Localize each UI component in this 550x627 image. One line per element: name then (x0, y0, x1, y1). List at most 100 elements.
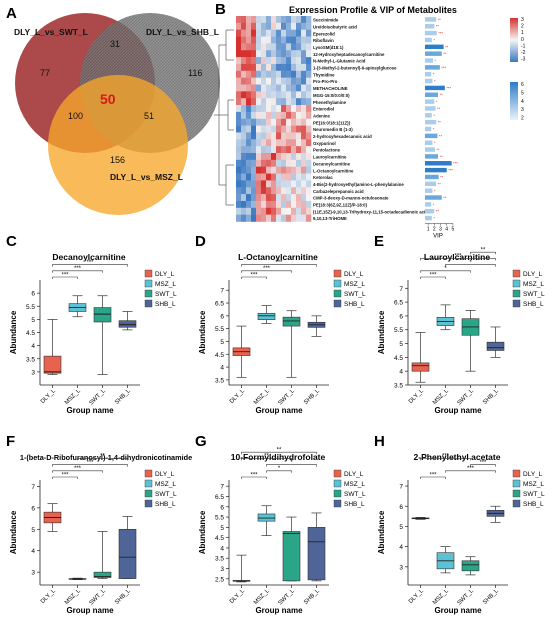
heatmap-cell (236, 132, 242, 140)
vip-significance: ** (436, 209, 440, 214)
heatmap-cell (306, 139, 312, 147)
heatmap-cell (266, 98, 272, 106)
heatmap-cell (276, 43, 282, 51)
y-tick-label: 6.5 (215, 494, 224, 501)
heatmap-cell (271, 153, 277, 161)
significance-bracket (420, 476, 446, 479)
heatmap-cell (276, 125, 282, 133)
heatmap-cell (236, 146, 242, 154)
heatmap-cell (306, 146, 312, 154)
heatmap-cell (281, 153, 287, 161)
y-tick-label: 2.5 (215, 576, 224, 583)
x-tick-label: SHB_L (114, 588, 132, 606)
heatmap-cell (261, 36, 267, 44)
y-tick-label: 5.5 (394, 327, 403, 334)
metabolite-label: Neuromedin B (1-3) (313, 127, 353, 132)
significance-bracket (241, 276, 267, 279)
heatmap-cell (241, 132, 247, 140)
y-tick-label: 6.5 (215, 301, 224, 308)
vip-bar (425, 106, 436, 111)
heatmap-cell (256, 146, 262, 154)
heatmap-cell (291, 200, 297, 209)
legend-label: SWT_L (155, 491, 177, 498)
heatmap-cell (276, 111, 282, 120)
heatmap-cell (241, 153, 247, 161)
metabolite-label: Pentolactone (313, 148, 341, 153)
heatmap-cell (306, 153, 312, 161)
heatmap-cell (266, 125, 272, 133)
heatmap-cell (301, 139, 307, 147)
panel-letter-f: F (6, 433, 15, 450)
heatmap-cell (261, 166, 267, 174)
heatmap-cell (251, 194, 257, 202)
heatmap-cell (306, 214, 312, 222)
heatmap-cell (276, 84, 282, 92)
heatmap-cell (301, 77, 307, 85)
heatmap-cell (271, 194, 277, 202)
vip-significance: *** (453, 161, 458, 166)
heatmap-cell (306, 63, 312, 72)
heatmap-cell (291, 153, 297, 161)
significance-label: *** (429, 272, 437, 278)
heatmap-cell (256, 125, 262, 133)
heatmap-cell (301, 57, 307, 65)
legend-label: SHB_L (523, 501, 544, 508)
heatmap-cell (276, 173, 282, 181)
heatmap-cell (281, 132, 287, 140)
heatmap-cell (301, 111, 307, 120)
box-plot-e: E Lauroylcarnitine 3.5 4 4.5 5 5.5 6 6.5 7 Abundan… (374, 233, 545, 415)
heatmap-color-scale (510, 18, 518, 62)
y-tick-label: 6 (220, 313, 224, 320)
vip-bar (425, 147, 435, 152)
significance-label: ** (100, 454, 105, 460)
heatmap-cell (246, 159, 252, 167)
significance-bracket (445, 264, 496, 267)
heatmap-cell (261, 159, 267, 167)
heatmap-cell (241, 63, 247, 72)
heatmap-cell (256, 70, 262, 78)
heatmap-cell (276, 16, 282, 24)
heatmap-cell (266, 146, 272, 154)
y-tick-label: 4 (31, 343, 35, 350)
heatmap-cell (281, 43, 287, 51)
legend-label: DLY_L (155, 271, 175, 278)
heatmap-cell (266, 180, 272, 188)
heatmap-cell (281, 29, 287, 37)
metabolite-label: 12-Hydroxyheptadecanoylcarnitine (313, 52, 385, 57)
heatmap-cell (301, 166, 307, 174)
heatmap-cell (306, 57, 312, 65)
heatmap-cell (241, 91, 247, 99)
legend-label: MSZ_L (523, 481, 544, 488)
heatmap-cell (251, 180, 257, 188)
x-tick-label: DLY_L (229, 588, 246, 605)
vip-bar (425, 78, 433, 84)
heatmap-cell (296, 146, 302, 154)
heatmap-cell (271, 91, 277, 99)
significance-label: * (278, 466, 281, 472)
heatmap-cell (256, 50, 262, 58)
legend-swatch (333, 289, 342, 298)
heatmap-scale-label: 2 (521, 24, 524, 30)
heatmap-cell (281, 173, 287, 181)
heatmap-cell (286, 29, 292, 37)
heatmap-cell (291, 105, 297, 113)
box-swt_l (282, 316, 301, 327)
significance-label: *** (454, 254, 462, 260)
legend-label: SHB_L (155, 301, 176, 308)
vip-scale-label: 2 (521, 116, 524, 122)
metabolite-label: Succinimide (313, 18, 339, 23)
y-axis-label: Abundance (9, 510, 18, 554)
legend-label: SHB_L (344, 301, 365, 308)
x-axis-label: Group name (434, 606, 482, 615)
vip-bar (425, 37, 432, 43)
heatmap-cell (301, 43, 307, 51)
heatmap-cell (246, 50, 252, 58)
heatmap-cell (301, 91, 307, 99)
heatmap-cell (271, 207, 277, 215)
box-shb_l (118, 528, 137, 579)
vip-tick-label: 4 (445, 227, 448, 233)
metabolite-label: Ketorolac (313, 175, 333, 180)
heatmap-cell (281, 200, 287, 209)
significance-bracket (241, 451, 317, 455)
